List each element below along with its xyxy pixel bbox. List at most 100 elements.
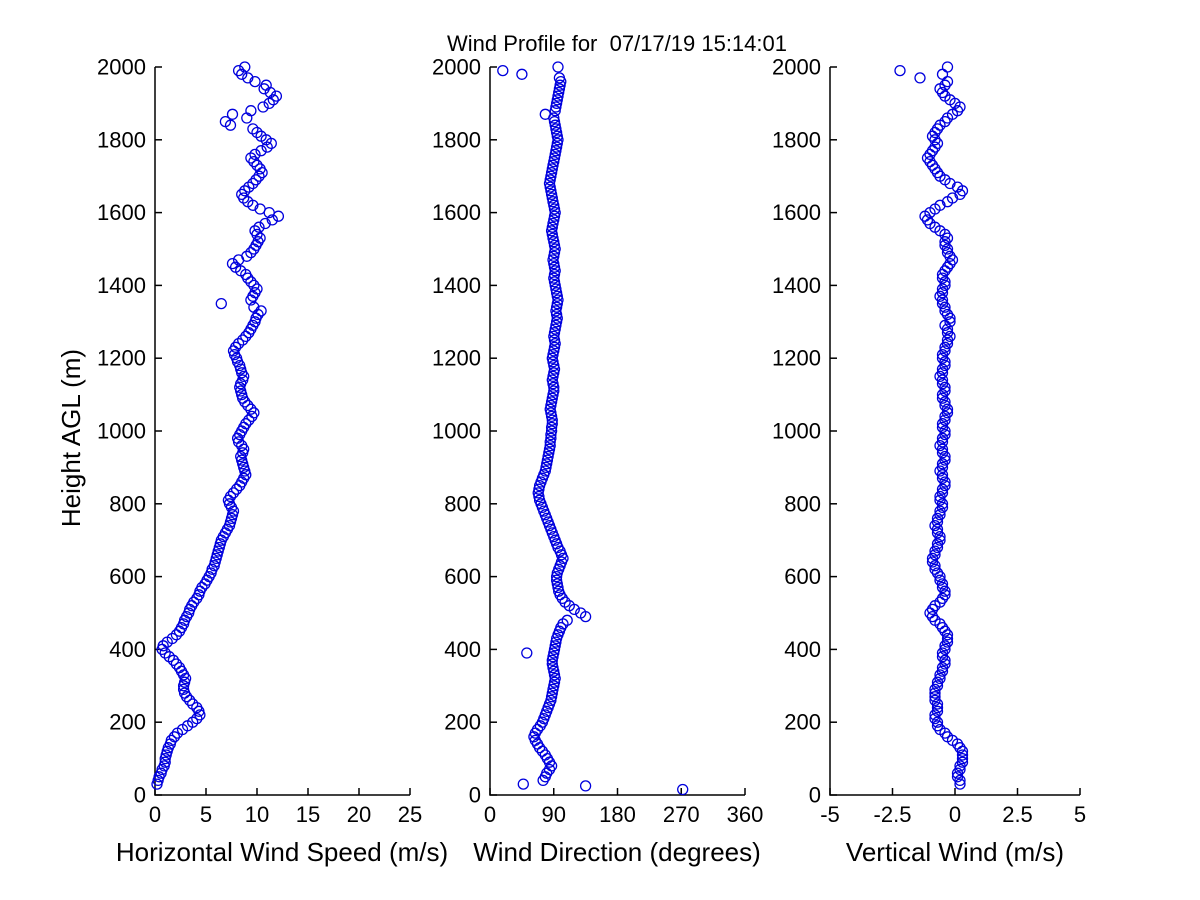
data-point [548, 203, 561, 215]
data-point [261, 141, 273, 153]
data-point [159, 756, 171, 768]
x-tick-label: 90 [542, 802, 566, 827]
data-point [956, 749, 969, 761]
x-tick-label: 0 [484, 802, 496, 827]
data-point [941, 632, 954, 645]
data-point [250, 174, 262, 186]
data-point [936, 472, 949, 484]
y-tick-label: 400 [784, 637, 821, 662]
data-point [251, 159, 263, 171]
data-point [931, 720, 944, 732]
data-point [936, 665, 949, 677]
data-point [255, 305, 267, 317]
data-point [547, 196, 559, 208]
subplot-vertical-wind: 0 200 400 600 800 1000 1200 1400 1600 1800 2000 -5 -… [772, 55, 1086, 828]
data-point [247, 123, 259, 135]
x-tick-label: -5 [820, 802, 840, 827]
y-tick-label: 0 [809, 783, 821, 808]
data-point [546, 414, 558, 426]
data-point [546, 658, 558, 670]
data-point [939, 399, 951, 412]
data-point [926, 556, 939, 568]
data-point [939, 279, 951, 292]
data-point [532, 487, 544, 499]
data-point [954, 763, 966, 776]
data-point [248, 155, 260, 168]
data-point [553, 72, 566, 84]
data-point [177, 683, 190, 696]
data-point [550, 305, 562, 317]
data-point [545, 432, 557, 444]
y-tick-label: 600 [109, 564, 146, 589]
data-point [547, 232, 559, 244]
data-point [541, 458, 553, 470]
data-point [549, 148, 561, 161]
data-point [956, 756, 969, 768]
data-point [549, 323, 561, 335]
data-point [561, 614, 573, 626]
y-tick-label: 400 [444, 637, 481, 662]
data-point [553, 86, 565, 99]
data-point [219, 115, 232, 128]
data-point [929, 712, 941, 725]
data-point [939, 428, 951, 441]
data-point [931, 516, 944, 528]
y-tick-label: 800 [784, 491, 821, 516]
data-point [229, 261, 242, 273]
data-point [545, 421, 558, 434]
data-point [546, 418, 558, 430]
data-point [939, 345, 951, 357]
data-point [159, 647, 171, 659]
data-point [267, 94, 279, 106]
data-point [956, 752, 969, 765]
data-point [941, 246, 954, 259]
data-point [263, 97, 275, 110]
data-point [550, 141, 563, 153]
data-point [548, 276, 561, 288]
data-point [545, 396, 558, 408]
x-tick-label: 20 [347, 802, 371, 827]
data-point [521, 647, 533, 659]
data-point [941, 337, 954, 350]
data-point [167, 654, 180, 666]
data-point [232, 337, 245, 350]
data-point [551, 312, 563, 324]
data-point [191, 701, 203, 714]
data-point [914, 72, 926, 84]
data-point [251, 126, 263, 139]
x-tick-label: 270 [663, 802, 700, 827]
x-axis-label-wind-direction: Wind Direction (degrees) [473, 837, 761, 867]
data-point [248, 407, 260, 419]
data-point [546, 221, 558, 233]
data-point [248, 301, 260, 313]
data-point [548, 669, 561, 681]
data-point [229, 341, 242, 353]
data-point [260, 79, 272, 91]
data-series-wind-direction [497, 61, 689, 796]
y-tick-label: 1200 [432, 346, 481, 371]
data-point [552, 61, 564, 73]
data-point [157, 640, 169, 652]
data-point [936, 352, 949, 364]
data-point [270, 90, 283, 102]
data-point [936, 392, 949, 404]
data-point [939, 305, 951, 317]
data-point [266, 214, 278, 226]
data-point [548, 341, 561, 353]
y-tick-label: 1800 [97, 127, 146, 152]
data-point [934, 494, 946, 506]
data-point [936, 378, 949, 390]
data-point [929, 687, 941, 699]
data-point [929, 549, 941, 561]
data-point [934, 509, 946, 521]
data-point [255, 145, 267, 157]
data-point [548, 330, 560, 343]
data-point [939, 359, 951, 372]
data-point [240, 418, 252, 430]
data-point [934, 574, 946, 586]
data-point [251, 283, 263, 295]
data-point [936, 581, 949, 594]
data-point [497, 64, 509, 77]
x-tick-label: 0 [949, 802, 961, 827]
